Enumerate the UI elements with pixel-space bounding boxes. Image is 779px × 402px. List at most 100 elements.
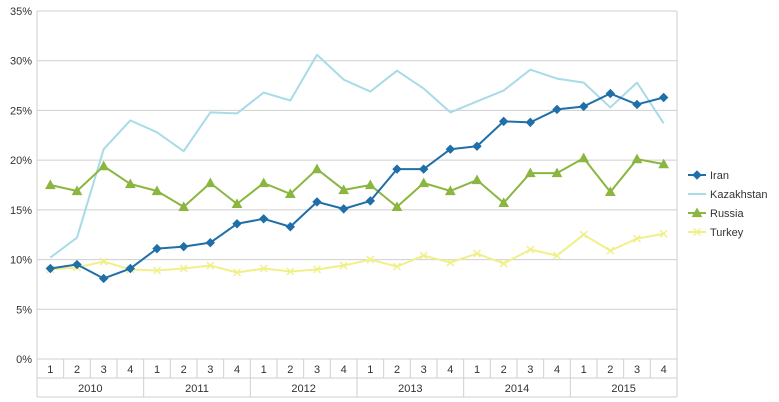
iran-point [285, 222, 296, 232]
x-quarter-label: 2 [287, 364, 293, 376]
x-quarter-label: 3 [421, 364, 427, 376]
x-quarter-label: 3 [527, 364, 533, 376]
x-quarter-label: 2 [394, 364, 400, 376]
legend-label: Kazakhstan [710, 189, 767, 201]
legend: Iran Kazakhstan Russia Turkey [688, 170, 767, 239]
y-tick-label: 10% [10, 255, 32, 267]
turkey-line [50, 232, 664, 274]
legend-russia-point [691, 207, 703, 218]
turkey-point [552, 251, 562, 260]
iran-point [578, 101, 589, 112]
kazakhstan-series [49, 53, 665, 259]
x-quarter-label: 2 [181, 364, 187, 376]
russia-point [231, 198, 243, 208]
legend-label: Russia [710, 208, 745, 220]
y-tick-label: 35% [10, 6, 32, 18]
y-tick-label: 15% [10, 205, 32, 217]
russia-point [124, 178, 136, 189]
russia-point [551, 167, 563, 178]
x-year-label: 2014 [505, 383, 529, 395]
x-quarter-label: 1 [154, 364, 160, 376]
legend-item-turkey: Turkey [688, 227, 744, 239]
iran-point [98, 273, 109, 284]
turkey-point [446, 258, 455, 267]
russia-point [311, 163, 323, 174]
russia-point [498, 197, 510, 207]
x-year-label: 2015 [611, 383, 635, 395]
legend-item-iran: Iran [688, 170, 729, 182]
iran-point [525, 117, 536, 128]
x-quarter-label: 1 [581, 364, 587, 376]
iran-point [498, 116, 509, 127]
turkey-series [46, 229, 668, 277]
x-quarter-label: 1 [261, 364, 267, 376]
x-year-label: 2012 [291, 383, 315, 395]
russia-point [178, 201, 190, 211]
iran-point [45, 263, 56, 274]
x-quarter-label: 4 [661, 364, 667, 376]
x-axis: 1 2 3 4 1 2 3 4 1 2 3 4 1 2 3 4 1 2 3 4 1 2 3 4 2010 2011 2012 2013… [36, 359, 678, 398]
iran-point [658, 92, 669, 103]
x-quarter-label: 1 [367, 364, 373, 376]
iran-point [418, 164, 429, 174]
x-quarter-label: 3 [314, 364, 320, 376]
russia-point [44, 179, 56, 190]
x-quarter-label: 3 [207, 364, 213, 376]
iran-point [72, 259, 82, 270]
turkey-point [472, 249, 482, 258]
russia-point [338, 184, 350, 195]
iran-point [605, 88, 616, 99]
x-quarter-label: 4 [554, 364, 560, 376]
iran-series [45, 88, 669, 284]
turkey-point [152, 266, 162, 275]
y-tick-label: 5% [16, 304, 32, 316]
iran-point [125, 263, 136, 274]
x-quarter-label: 2 [607, 364, 613, 376]
x-quarter-label: 3 [101, 364, 107, 376]
iran-point [232, 219, 242, 229]
x-quarter-label: 1 [47, 364, 53, 376]
legend-item-kazakhstan: Kazakhstan [688, 189, 767, 201]
turkey-point [392, 262, 402, 271]
russia-point [604, 186, 616, 197]
russia-point [391, 201, 403, 211]
legend-turkey-point [692, 227, 702, 237]
turkey-point [499, 259, 508, 268]
turkey-point [339, 261, 348, 270]
russia-point [471, 174, 483, 185]
turkey-point [526, 245, 535, 254]
russia-point [204, 177, 216, 188]
legend-label: Turkey [710, 227, 744, 239]
x-year-label: 2010 [78, 383, 102, 395]
russia-point [578, 152, 590, 163]
turkey-point [286, 267, 295, 276]
y-tick-label: 20% [10, 155, 32, 167]
iran-point [312, 197, 322, 207]
russia-point [71, 185, 83, 196]
iran-point [445, 144, 456, 154]
iran-point [632, 99, 642, 110]
turkey-point [206, 261, 215, 270]
russia-point [364, 179, 376, 190]
x-quarter-label: 1 [474, 364, 480, 376]
x-quarter-label: 4 [447, 364, 453, 376]
x-quarter-label: 3 [634, 364, 640, 376]
kazakhstan-line [49, 53, 665, 259]
x-year-label: 2011 [185, 383, 209, 395]
iran-point [152, 243, 162, 254]
turkey-point [232, 268, 242, 277]
iran-point [258, 214, 269, 224]
russia-point [444, 185, 456, 196]
turkey-point [579, 230, 588, 239]
iran-point [205, 237, 216, 248]
x-year-label: 2013 [398, 383, 422, 395]
russia-point [98, 160, 110, 171]
iran-line [50, 92, 664, 280]
iran-point [178, 241, 189, 252]
turkey-point [366, 255, 375, 264]
iran-point [365, 196, 376, 206]
x-quarter-label: 4 [341, 364, 347, 376]
russia-point [258, 177, 270, 188]
iran-point [338, 204, 349, 214]
